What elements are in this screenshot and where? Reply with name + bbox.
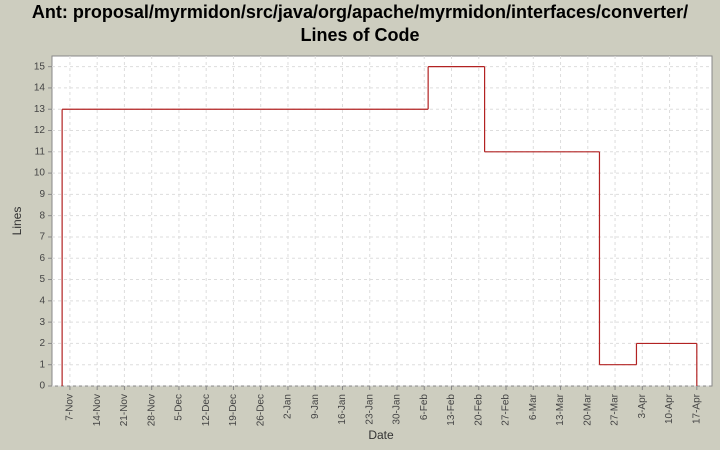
x-tick-label: 23-Jan bbox=[364, 394, 375, 425]
y-tick-label: 13 bbox=[34, 104, 46, 115]
y-tick-label: 9 bbox=[39, 189, 45, 200]
x-axis-label: Date bbox=[368, 428, 394, 442]
x-tick-label: 17-Apr bbox=[691, 393, 702, 424]
x-tick-label: 12-Dec bbox=[201, 394, 212, 426]
plot-area bbox=[51, 55, 713, 387]
x-tick-label: 16-Jan bbox=[337, 394, 348, 425]
y-tick-label: 11 bbox=[35, 146, 46, 157]
y-tick-label: 0 bbox=[39, 381, 45, 392]
y-tick-label: 7 bbox=[39, 232, 45, 243]
y-tick-label: 4 bbox=[39, 295, 45, 306]
x-tick-label: 5-Dec bbox=[174, 394, 185, 421]
x-tick-label: 2-Jan bbox=[283, 394, 294, 419]
y-tick-label: 15 bbox=[34, 61, 46, 72]
x-tick-label: 13-Mar bbox=[555, 393, 566, 425]
x-tick-label: 6-Mar bbox=[528, 393, 539, 420]
x-tick-label: 9-Jan bbox=[310, 394, 321, 419]
y-axis-label: Lines bbox=[10, 207, 24, 236]
y-tick-label: 2 bbox=[39, 338, 45, 349]
y-tick-label: 14 bbox=[34, 83, 46, 94]
y-tick-label: 3 bbox=[39, 317, 45, 328]
x-tick-label: 7-Nov bbox=[65, 394, 76, 421]
x-tick-label: 28-Nov bbox=[146, 394, 157, 426]
y-tick-label: 12 bbox=[34, 125, 46, 136]
x-tick-label: 10-Apr bbox=[664, 393, 675, 424]
x-tick-label: 6-Feb bbox=[419, 394, 430, 421]
y-tick-label: 1 bbox=[39, 359, 45, 370]
x-tick-label: 14-Nov bbox=[92, 394, 103, 426]
y-tick-label: 8 bbox=[39, 210, 45, 221]
chart-title: Ant: proposal/myrmidon/src/java/org/apac… bbox=[32, 2, 688, 22]
x-tick-label: 20-Feb bbox=[473, 394, 484, 426]
y-tick-label: 6 bbox=[39, 253, 45, 264]
y-tick-label: 10 bbox=[34, 168, 46, 179]
y-tick-label: 5 bbox=[39, 274, 45, 285]
x-tick-label: 27-Mar bbox=[610, 393, 621, 425]
x-tick-label: 13-Feb bbox=[446, 394, 457, 426]
x-tick-label: 20-Mar bbox=[582, 393, 593, 425]
x-tick-label: 30-Jan bbox=[392, 394, 403, 425]
x-tick-label: 26-Dec bbox=[255, 394, 266, 426]
x-tick-label: 3-Apr bbox=[637, 393, 648, 418]
x-tick-label: 21-Nov bbox=[119, 394, 130, 426]
chart-title: Lines of Code bbox=[300, 25, 419, 45]
x-tick-label: 27-Feb bbox=[501, 394, 512, 426]
x-tick-label: 19-Dec bbox=[228, 394, 239, 426]
